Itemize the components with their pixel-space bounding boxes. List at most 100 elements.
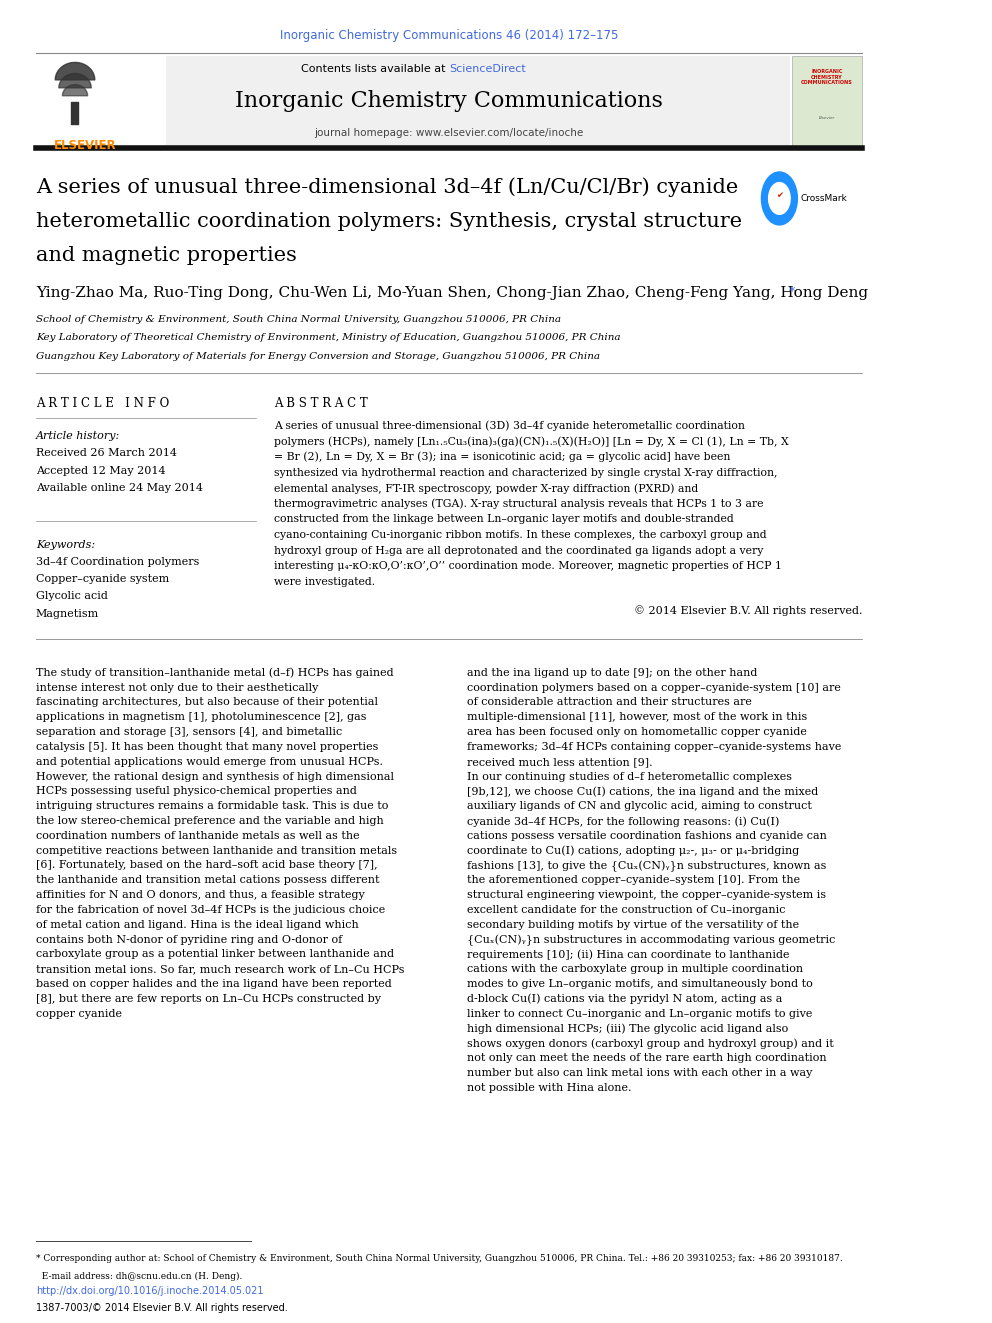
Text: A R T I C L E   I N F O: A R T I C L E I N F O: [36, 397, 170, 410]
Text: cyanide 3d–4f HCPs, for the following reasons: (i) Cu(I): cyanide 3d–4f HCPs, for the following re…: [467, 816, 780, 827]
Text: http://dx.doi.org/10.1016/j.inoche.2014.05.021: http://dx.doi.org/10.1016/j.inoche.2014.…: [36, 1286, 264, 1297]
Text: and magnetic properties: and magnetic properties: [36, 246, 297, 265]
Text: secondary building motifs by virtue of the versatility of the: secondary building motifs by virtue of t…: [467, 919, 799, 930]
Text: coordination numbers of lanthanide metals as well as the: coordination numbers of lanthanide metal…: [36, 831, 359, 841]
Text: 1387-7003/© 2014 Elsevier B.V. All rights reserved.: 1387-7003/© 2014 Elsevier B.V. All right…: [36, 1303, 288, 1314]
Text: high dimensional HCPs; (iii) The glycolic acid ligand also: high dimensional HCPs; (iii) The glycoli…: [467, 1024, 789, 1035]
Text: Article history:: Article history:: [36, 431, 120, 442]
Text: © 2014 Elsevier B.V. All rights reserved.: © 2014 Elsevier B.V. All rights reserved…: [634, 606, 862, 617]
Text: A series of unusual three-dimensional 3d–4f (Ln/Cu/Cl/Br) cyanide: A series of unusual three-dimensional 3d…: [36, 177, 738, 197]
Text: the lanthanide and transition metal cations possess different: the lanthanide and transition metal cati…: [36, 876, 379, 885]
Text: fascinating architectures, but also because of their potential: fascinating architectures, but also beca…: [36, 697, 378, 708]
Text: However, the rational design and synthesis of high dimensional: However, the rational design and synthes…: [36, 771, 394, 782]
FancyBboxPatch shape: [36, 56, 166, 146]
Text: structural engineering viewpoint, the copper–cyanide-system is: structural engineering viewpoint, the co…: [467, 890, 826, 900]
Text: thermogravimetric analyses (TGA). X-ray structural analysis reveals that HCPs 1 : thermogravimetric analyses (TGA). X-ray …: [274, 499, 764, 509]
Text: number but also can link metal ions with each other in a way: number but also can link metal ions with…: [467, 1068, 812, 1078]
Text: based on copper halides and the ina ligand have been reported: based on copper halides and the ina liga…: [36, 979, 392, 990]
Text: coordination polymers based on a copper–cyanide-system [10] are: coordination polymers based on a copper–…: [467, 683, 841, 693]
Text: affinities for N and O donors, and thus, a feasible strategy: affinities for N and O donors, and thus,…: [36, 890, 365, 900]
Text: shows oxygen donors (carboxyl group and hydroxyl group) and it: shows oxygen donors (carboxyl group and …: [467, 1039, 833, 1049]
Text: polymers (HCPs), namely [Ln₁.₅Cu₃(ina)₃(ga)(CN)₁.₅(X)(H₂O)] [Ln = Dy, X = Cl (1): polymers (HCPs), namely [Ln₁.₅Cu₃(ina)₃(…: [274, 437, 789, 447]
Text: linker to connect Cu–inorganic and Ln–organic motifs to give: linker to connect Cu–inorganic and Ln–or…: [467, 1008, 812, 1019]
Text: catalysis [5]. It has been thought that many novel properties: catalysis [5]. It has been thought that …: [36, 742, 378, 751]
Text: [9b,12], we choose Cu(I) cations, the ina ligand and the mixed: [9b,12], we choose Cu(I) cations, the in…: [467, 786, 818, 796]
Text: of metal cation and ligand. Hina is the ideal ligand which: of metal cation and ligand. Hina is the …: [36, 919, 359, 930]
Circle shape: [769, 183, 791, 214]
Text: The study of transition–lanthanide metal (d–f) HCPs has gained: The study of transition–lanthanide metal…: [36, 668, 394, 679]
Text: multiple-dimensional [11], however, most of the work in this: multiple-dimensional [11], however, most…: [467, 712, 807, 722]
Text: for the fabrication of novel 3d–4f HCPs is the judicious choice: for the fabrication of novel 3d–4f HCPs …: [36, 905, 385, 916]
Text: the aforementioned copper–cyanide–system [10]. From the: the aforementioned copper–cyanide–system…: [467, 876, 800, 885]
Text: In our continuing studies of d–f heterometallic complexes: In our continuing studies of d–f heterom…: [467, 771, 792, 782]
Text: [8], but there are few reports on Ln–Cu HCPs constructed by: [8], but there are few reports on Ln–Cu …: [36, 994, 381, 1004]
FancyBboxPatch shape: [36, 56, 791, 146]
Text: constructed from the linkage between Ln–organic layer motifs and double-stranded: constructed from the linkage between Ln–…: [274, 515, 734, 524]
Text: carboxylate group as a potential linker between lanthanide and: carboxylate group as a potential linker …: [36, 950, 394, 959]
Text: Received 26 March 2014: Received 26 March 2014: [36, 448, 177, 459]
Text: elemental analyses, FT-IR spectroscopy, powder X-ray diffraction (PXRD) and: elemental analyses, FT-IR spectroscopy, …: [274, 483, 698, 493]
Text: not only can meet the needs of the rare earth high coordination: not only can meet the needs of the rare …: [467, 1053, 826, 1064]
Text: School of Chemistry & Environment, South China Normal University, Guangzhou 5100: School of Chemistry & Environment, South…: [36, 315, 560, 324]
Text: = Br (2), Ln = Dy, X = Br (3); ina = isonicotinic acid; ga = glycolic acid] have: = Br (2), Ln = Dy, X = Br (3); ina = iso…: [274, 452, 730, 463]
Text: were investigated.: were investigated.: [274, 577, 375, 587]
Text: copper cyanide: copper cyanide: [36, 1008, 122, 1019]
Text: hydroxyl group of H₂ga are all deprotonated and the coordinated ga ligands adopt: hydroxyl group of H₂ga are all deprotona…: [274, 545, 763, 556]
Text: frameworks; 3d–4f HCPs containing copper–cyanide-systems have: frameworks; 3d–4f HCPs containing copper…: [467, 742, 841, 751]
Text: Available online 24 May 2014: Available online 24 May 2014: [36, 483, 203, 493]
Text: Glycolic acid: Glycolic acid: [36, 591, 108, 602]
Text: of considerable attraction and their structures are: of considerable attraction and their str…: [467, 697, 752, 708]
Circle shape: [762, 172, 798, 225]
Text: fashions [13], to give the {Cuₓ(CN)ᵧ}n substructures, known as: fashions [13], to give the {Cuₓ(CN)ᵧ}n s…: [467, 860, 826, 872]
Text: excellent candidate for the construction of Cu–inorganic: excellent candidate for the construction…: [467, 905, 786, 916]
Text: Inorganic Chemistry Communications 46 (2014) 172–175: Inorganic Chemistry Communications 46 (2…: [280, 29, 618, 42]
Text: modes to give Ln–organic motifs, and simultaneously bond to: modes to give Ln–organic motifs, and sim…: [467, 979, 812, 990]
Text: [6]. Fortunately, based on the hard–soft acid base theory [7],: [6]. Fortunately, based on the hard–soft…: [36, 860, 378, 871]
FancyBboxPatch shape: [792, 56, 862, 146]
Text: competitive reactions between lanthanide and transition metals: competitive reactions between lanthanide…: [36, 845, 397, 856]
Text: CrossMark: CrossMark: [801, 194, 848, 202]
Text: {Cuₓ(CN)ᵧ}n substructures in accommodating various geometric: {Cuₓ(CN)ᵧ}n substructures in accommodati…: [467, 934, 835, 946]
Text: intriguing structures remains a formidable task. This is due to: intriguing structures remains a formidab…: [36, 802, 388, 811]
Text: ✔: ✔: [776, 192, 783, 200]
Text: Copper–cyanide system: Copper–cyanide system: [36, 574, 170, 585]
Text: area has been focused only on homometallic copper cyanide: area has been focused only on homometall…: [467, 728, 806, 737]
Text: ELSEVIER: ELSEVIER: [54, 139, 116, 152]
Text: A series of unusual three-dimensional (3D) 3d–4f cyanide heterometallic coordina: A series of unusual three-dimensional (3…: [274, 421, 745, 431]
Text: interesting μ₄-κO:κO,O’:κO’,O’’ coordination mode. Moreover, magnetic properties: interesting μ₄-κO:κO,O’:κO’,O’’ coordina…: [274, 561, 782, 572]
Text: cyano-containing Cu-inorganic ribbon motifs. In these complexes, the carboxyl gr: cyano-containing Cu-inorganic ribbon mot…: [274, 531, 767, 540]
Text: INORGANIC
CHEMISTRY
COMMUNICATIONS: INORGANIC CHEMISTRY COMMUNICATIONS: [802, 69, 853, 86]
Text: and the ina ligand up to date [9]; on the other hand: and the ina ligand up to date [9]; on th…: [467, 668, 757, 677]
Text: cations possess versatile coordination fashions and cyanide can: cations possess versatile coordination f…: [467, 831, 826, 841]
Text: HCPs possessing useful physico-chemical properties and: HCPs possessing useful physico-chemical …: [36, 786, 357, 796]
Text: *: *: [789, 286, 795, 299]
Text: Accepted 12 May 2014: Accepted 12 May 2014: [36, 466, 166, 476]
Text: received much less attention [9].: received much less attention [9].: [467, 757, 653, 767]
Text: cations with the carboxylate group in multiple coordination: cations with the carboxylate group in mu…: [467, 964, 804, 974]
Text: journal homepage: www.elsevier.com/locate/inoche: journal homepage: www.elsevier.com/locat…: [314, 128, 583, 139]
Text: Ying-Zhao Ma, Ruo-Ting Dong, Chu-Wen Li, Mo-Yuan Shen, Chong-Jian Zhao, Cheng-Fe: Ying-Zhao Ma, Ruo-Ting Dong, Chu-Wen Li,…: [36, 286, 868, 300]
Text: Inorganic Chemistry Communications: Inorganic Chemistry Communications: [235, 90, 663, 112]
Text: Guangzhou Key Laboratory of Materials for Energy Conversion and Storage, Guangzh: Guangzhou Key Laboratory of Materials fo…: [36, 352, 600, 361]
Text: Key Laboratory of Theoretical Chemistry of Environment, Ministry of Education, G: Key Laboratory of Theoretical Chemistry …: [36, 333, 620, 343]
Text: d-block Cu(I) cations via the pyridyl N atom, acting as a: d-block Cu(I) cations via the pyridyl N …: [467, 994, 783, 1004]
Text: applications in magnetism [1], photoluminescence [2], gas: applications in magnetism [1], photolumi…: [36, 712, 366, 722]
Text: Elsevier: Elsevier: [818, 116, 835, 120]
Text: the low stereo-chemical preference and the variable and high: the low stereo-chemical preference and t…: [36, 816, 384, 826]
Text: * Corresponding author at: School of Chemistry & Environment, South China Normal: * Corresponding author at: School of Che…: [36, 1254, 842, 1263]
Text: synthesized via hydrothermal reaction and characterized by single crystal X-ray : synthesized via hydrothermal reaction an…: [274, 467, 778, 478]
Text: Contents lists available at: Contents lists available at: [301, 64, 449, 74]
Text: requirements [10]; (ii) Hina can coordinate to lanthanide: requirements [10]; (ii) Hina can coordin…: [467, 950, 790, 960]
Text: and potential applications would emerge from unusual HCPs.: and potential applications would emerge …: [36, 757, 383, 767]
Text: intense interest not only due to their aesthetically: intense interest not only due to their a…: [36, 683, 318, 693]
Text: separation and storage [3], sensors [4], and bimetallic: separation and storage [3], sensors [4],…: [36, 728, 342, 737]
Text: coordinate to Cu(I) cations, adopting μ₂-, μ₃- or μ₄-bridging: coordinate to Cu(I) cations, adopting μ₂…: [467, 845, 800, 856]
Text: Magnetism: Magnetism: [36, 609, 99, 619]
Text: not possible with Hina alone.: not possible with Hina alone.: [467, 1082, 632, 1093]
Text: Keywords:: Keywords:: [36, 540, 95, 550]
Text: A B S T R A C T: A B S T R A C T: [274, 397, 368, 410]
Text: 3d–4f Coordination polymers: 3d–4f Coordination polymers: [36, 557, 199, 568]
Text: E-mail address: dh@scnu.edu.cn (H. Deng).: E-mail address: dh@scnu.edu.cn (H. Deng)…: [36, 1271, 242, 1281]
Text: heterometallic coordination polymers: Synthesis, crystal structure: heterometallic coordination polymers: Sy…: [36, 212, 742, 230]
Text: auxiliary ligands of CN and glycolic acid, aiming to construct: auxiliary ligands of CN and glycolic aci…: [467, 802, 811, 811]
